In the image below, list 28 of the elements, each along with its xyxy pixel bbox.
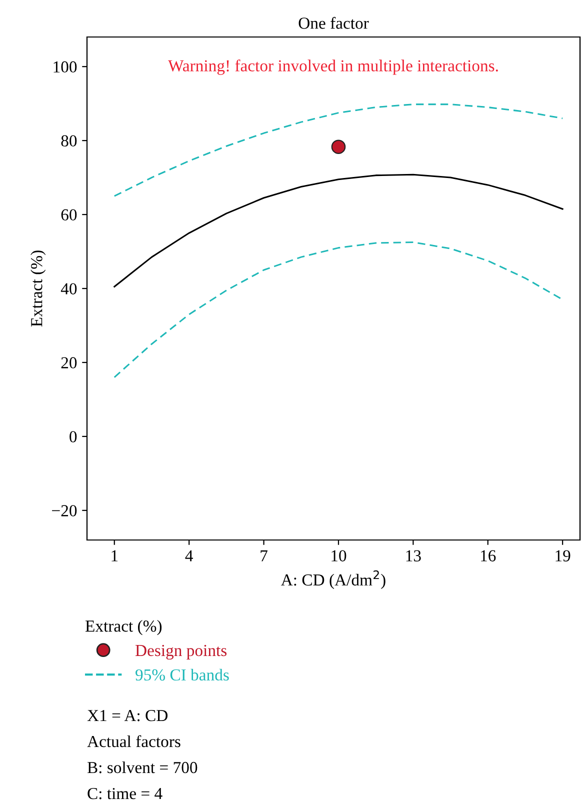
annotation: Warning! factor involved in multiple interactions.	[168, 60, 498, 75]
legend-title: Extract (%)	[85, 620, 162, 636]
x-tick-label: 19	[556, 550, 570, 562]
x-tick-label: 16	[481, 550, 496, 562]
y-tick-label: 0	[70, 431, 77, 442]
x-tick-label: 1	[112, 550, 118, 562]
legend-label: Design points	[135, 644, 227, 660]
line-series	[114, 104, 564, 197]
y-tick-label: 80	[61, 135, 77, 147]
y-axis-title: Extract (%)	[30, 250, 46, 327]
chart-title: One factor	[298, 16, 369, 29]
text: C: time = 4	[88, 788, 162, 800]
text: B: solvent = 700	[87, 761, 198, 774]
x-tick-label: 4	[185, 550, 193, 562]
y-tick-label: 100	[54, 61, 77, 73]
y-tick-label: −20	[52, 505, 77, 516]
y-tick-label: 60	[61, 209, 77, 220]
legend-label: 95% CI bands	[136, 668, 229, 681]
x-tick-label: 7	[260, 550, 268, 562]
line-series	[114, 242, 564, 378]
text: Actual factors	[87, 735, 180, 748]
x-tick-label: 10	[332, 550, 346, 562]
x-axis-title: A: CD (A/dm$^{2}$)	[280, 570, 386, 589]
y-tick-label: 40	[60, 283, 77, 294]
line-series	[114, 174, 564, 288]
text: X1 = A: CD	[87, 710, 168, 722]
y-tick-label: 20	[61, 357, 77, 368]
x-tick-label: 13	[406, 550, 421, 562]
